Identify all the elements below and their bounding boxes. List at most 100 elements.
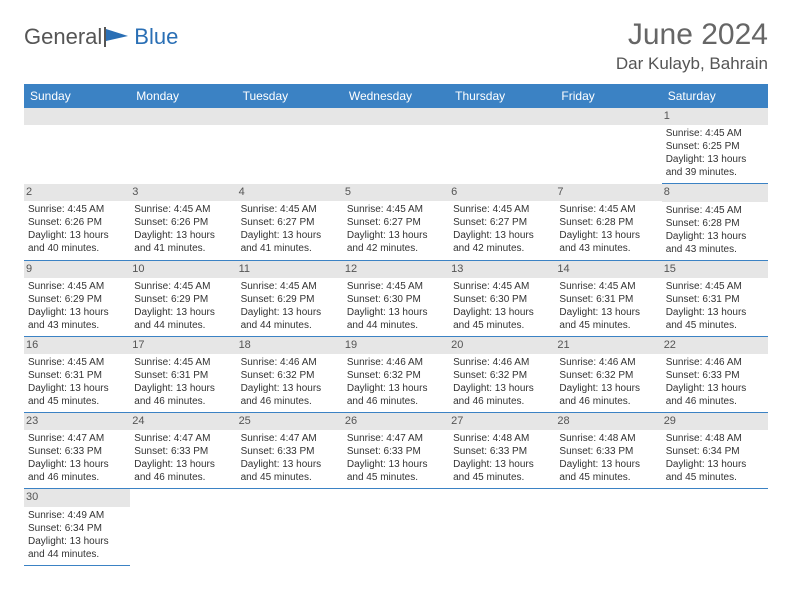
sunset-line: Sunset: 6:32 PM xyxy=(559,369,657,382)
sunrise-line: Sunrise: 4:49 AM xyxy=(28,509,126,522)
sunset-line: Sunset: 6:32 PM xyxy=(453,369,551,382)
day-number-empty xyxy=(343,108,449,125)
day-number: 23 xyxy=(24,413,130,430)
day-details: Sunrise: 4:46 AMSunset: 6:32 PMDaylight:… xyxy=(559,356,657,408)
sunrise-line: Sunrise: 4:48 AM xyxy=(666,432,764,445)
calendar-day-cell: 18Sunrise: 4:46 AMSunset: 6:32 PMDayligh… xyxy=(237,336,343,412)
day-number: 6 xyxy=(449,184,555,201)
sunset-line: Sunset: 6:34 PM xyxy=(666,445,764,458)
sunset-line: Sunset: 6:33 PM xyxy=(241,445,339,458)
daylight-line: Daylight: 13 hours and 41 minutes. xyxy=(134,229,232,255)
sunset-line: Sunset: 6:33 PM xyxy=(559,445,657,458)
daylight-line: Daylight: 13 hours and 41 minutes. xyxy=(241,229,339,255)
sunset-line: Sunset: 6:26 PM xyxy=(28,216,126,229)
day-details: Sunrise: 4:45 AMSunset: 6:26 PMDaylight:… xyxy=(134,203,232,255)
calendar-day-cell: 3 Sunrise: 4:45 AMSunset: 6:26 PMDaylight… xyxy=(130,184,236,260)
sunset-line: Sunset: 6:31 PM xyxy=(559,293,657,306)
sunset-line: Sunset: 6:25 PM xyxy=(666,140,764,153)
logo-text-general: General xyxy=(24,24,102,50)
calendar-day-cell: 19Sunrise: 4:46 AMSunset: 6:32 PMDayligh… xyxy=(343,336,449,412)
calendar-week-row: 23Sunrise: 4:47 AMSunset: 6:33 PMDayligh… xyxy=(24,413,768,489)
day-details: Sunrise: 4:45 AMSunset: 6:29 PMDaylight:… xyxy=(28,280,126,332)
day-details: Sunrise: 4:45 AMSunset: 6:26 PMDaylight:… xyxy=(28,203,126,255)
calendar-week-row: 1Sunrise: 4:45 AMSunset: 6:25 PMDaylight… xyxy=(24,108,768,184)
day-details: Sunrise: 4:45 AMSunset: 6:31 PMDaylight:… xyxy=(666,280,764,332)
sunrise-line: Sunrise: 4:47 AM xyxy=(241,432,339,445)
sunrise-line: Sunrise: 4:46 AM xyxy=(666,356,764,369)
calendar-day-cell: 7Sunrise: 4:45 AMSunset: 6:28 PMDaylight… xyxy=(555,184,661,260)
day-number: 30 xyxy=(24,489,130,506)
day-number: 14 xyxy=(555,261,661,278)
day-details: Sunrise: 4:45 AMSunset: 6:31 PMDaylight:… xyxy=(28,356,126,408)
sunrise-line: Sunrise: 4:45 AM xyxy=(666,280,764,293)
sunrise-line: Sunrise: 4:46 AM xyxy=(559,356,657,369)
day-details: Sunrise: 4:45 AMSunset: 6:27 PMDaylight:… xyxy=(347,203,445,255)
day-number: 3 xyxy=(130,184,236,201)
daylight-line: Daylight: 13 hours and 44 minutes. xyxy=(134,306,232,332)
logo-flag-icon xyxy=(104,27,132,47)
sunset-line: Sunset: 6:28 PM xyxy=(559,216,657,229)
day-number: 4 xyxy=(237,184,343,201)
weekday-header: Wednesday xyxy=(343,84,449,108)
calendar-day-cell: 25 Sunrise: 4:47 AMSunset: 6:33 PMDayligh… xyxy=(237,413,343,489)
day-number-empty xyxy=(24,108,130,125)
daylight-line: Daylight: 13 hours and 44 minutes. xyxy=(347,306,445,332)
daylight-line: Daylight: 13 hours and 45 minutes. xyxy=(453,306,551,332)
calendar-empty-cell xyxy=(237,108,343,184)
daylight-line: Daylight: 13 hours and 46 minutes. xyxy=(666,382,764,408)
day-details: Sunrise: 4:45 AMSunset: 6:30 PMDaylight:… xyxy=(453,280,551,332)
day-number: 22 xyxy=(662,337,768,354)
sunset-line: Sunset: 6:27 PM xyxy=(347,216,445,229)
calendar-empty-cell xyxy=(24,108,130,184)
day-details: Sunrise: 4:46 AMSunset: 6:32 PMDaylight:… xyxy=(453,356,551,408)
daylight-line: Daylight: 13 hours and 46 minutes. xyxy=(347,382,445,408)
day-number-empty xyxy=(130,108,236,125)
day-details: Sunrise: 4:48 AMSunset: 6:33 PMDaylight:… xyxy=(559,432,657,484)
daylight-line: Daylight: 13 hours and 39 minutes. xyxy=(666,153,764,179)
calendar-day-cell: 9Sunrise: 4:45 AMSunset: 6:29 PMDaylight… xyxy=(24,260,130,336)
calendar-empty-cell xyxy=(662,489,768,565)
weekday-header: Friday xyxy=(555,84,661,108)
sunrise-line: Sunrise: 4:47 AM xyxy=(347,432,445,445)
daylight-line: Daylight: 13 hours and 45 minutes. xyxy=(666,306,764,332)
day-details: Sunrise: 4:47 AMSunset: 6:33 PMDaylight:… xyxy=(241,432,339,484)
calendar-day-cell: 4 Sunrise: 4:45 AMSunset: 6:27 PMDaylight… xyxy=(237,184,343,260)
day-details: Sunrise: 4:45 AMSunset: 6:27 PMDaylight:… xyxy=(241,203,339,255)
calendar-week-row: 2Sunrise: 4:45 AMSunset: 6:26 PMDaylight… xyxy=(24,184,768,260)
daylight-line: Daylight: 13 hours and 42 minutes. xyxy=(347,229,445,255)
sunrise-line: Sunrise: 4:45 AM xyxy=(134,356,232,369)
title-block: June 2024 Dar Kulayb, Bahrain xyxy=(616,18,768,74)
calendar-empty-cell xyxy=(343,489,449,565)
calendar-week-row: 16Sunrise: 4:45 AMSunset: 6:31 PMDayligh… xyxy=(24,336,768,412)
sunset-line: Sunset: 6:33 PM xyxy=(347,445,445,458)
day-number-empty xyxy=(555,108,661,125)
sunset-line: Sunset: 6:31 PM xyxy=(666,293,764,306)
calendar-day-cell: 1Sunrise: 4:45 AMSunset: 6:25 PMDaylight… xyxy=(662,108,768,184)
day-details: Sunrise: 4:47 AMSunset: 6:33 PMDaylight:… xyxy=(28,432,126,484)
sunset-line: Sunset: 6:30 PM xyxy=(347,293,445,306)
calendar-day-cell: 27Sunrise: 4:48 AMSunset: 6:33 PMDayligh… xyxy=(449,413,555,489)
daylight-line: Daylight: 13 hours and 43 minutes. xyxy=(559,229,657,255)
calendar-day-cell: 26Sunrise: 4:47 AMSunset: 6:33 PMDayligh… xyxy=(343,413,449,489)
calendar-week-row: 9Sunrise: 4:45 AMSunset: 6:29 PMDaylight… xyxy=(24,260,768,336)
month-title: June 2024 xyxy=(616,18,768,52)
day-number: 29 xyxy=(662,413,768,430)
daylight-line: Daylight: 13 hours and 45 minutes. xyxy=(241,458,339,484)
day-number: 19 xyxy=(343,337,449,354)
sunset-line: Sunset: 6:27 PM xyxy=(453,216,551,229)
sunrise-line: Sunrise: 4:45 AM xyxy=(453,203,551,216)
day-number: 25 xyxy=(237,413,343,430)
day-number: 12 xyxy=(343,261,449,278)
calendar-empty-cell xyxy=(555,108,661,184)
sunset-line: Sunset: 6:33 PM xyxy=(28,445,126,458)
calendar-table: SundayMondayTuesdayWednesdayThursdayFrid… xyxy=(24,84,768,566)
daylight-line: Daylight: 13 hours and 46 minutes. xyxy=(28,458,126,484)
day-number: 7 xyxy=(555,184,661,201)
daylight-line: Daylight: 13 hours and 44 minutes. xyxy=(28,535,126,561)
day-details: Sunrise: 4:47 AMSunset: 6:33 PMDaylight:… xyxy=(347,432,445,484)
day-details: Sunrise: 4:48 AMSunset: 6:33 PMDaylight:… xyxy=(453,432,551,484)
sunrise-line: Sunrise: 4:46 AM xyxy=(241,356,339,369)
day-number: 11 xyxy=(237,261,343,278)
calendar-day-cell: 24Sunrise: 4:47 AMSunset: 6:33 PMDayligh… xyxy=(130,413,236,489)
calendar-day-cell: 2Sunrise: 4:45 AMSunset: 6:26 PMDaylight… xyxy=(24,184,130,260)
